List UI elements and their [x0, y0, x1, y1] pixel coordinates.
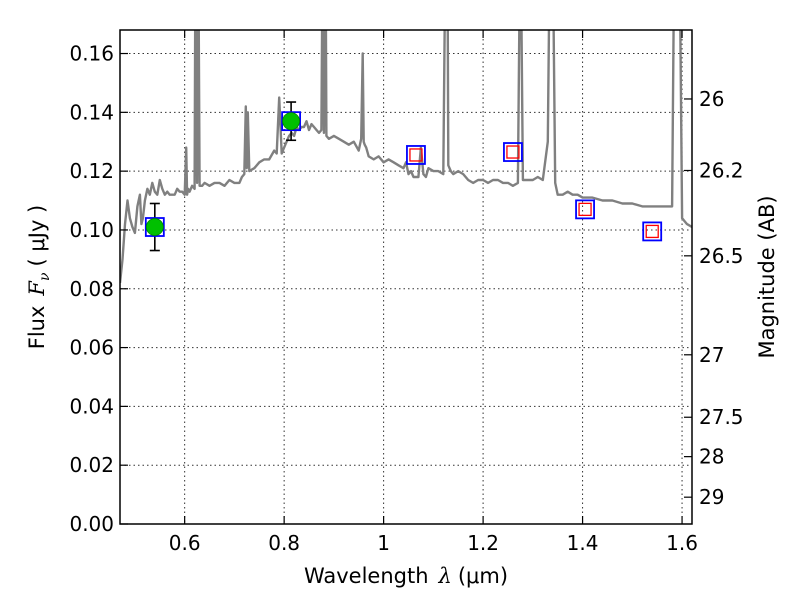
y-tick-label: 0.06: [69, 336, 114, 360]
predicted-box-marker: [409, 148, 423, 162]
plot-background: [120, 30, 692, 524]
y-tick-label: 0.08: [69, 277, 114, 301]
measured-flux-marker: [145, 218, 164, 236]
photometry-point-band-0.81um: [281, 101, 302, 142]
y2-tick-label: 27.5: [699, 405, 744, 429]
model-box-marker: [642, 221, 663, 242]
sed-model-line: [120, 30, 692, 284]
photometry-point-band-0.54um: [144, 202, 165, 252]
measured-flux-marker: [282, 112, 301, 131]
model-box-marker: [575, 199, 595, 220]
y2-tick-label: 27: [699, 343, 724, 367]
photometry-point-band-1.26um: [503, 142, 523, 162]
y2-tick-label: 29: [699, 485, 724, 509]
x-axis-label: Wavelength λ (μm): [304, 564, 508, 588]
y-tick-label: 0.14: [69, 100, 114, 124]
axis-tick-labels: 0.6 0.8 1 1.2 1.4 1.6 0.00 0.02 0.04 0.06 0.08 0.10…: [69, 42, 743, 555]
y2-axis-label: Magnitude (AB): [755, 195, 779, 358]
photometry-markers: [144, 101, 663, 252]
y2-tick-label: 26.2: [699, 158, 744, 182]
y-tick-label: 0.16: [69, 42, 114, 66]
photometry-point-band-1.54um: [642, 221, 663, 242]
x-tick-label: 0.8: [268, 531, 300, 555]
y-tick-label: 0.02: [69, 453, 114, 477]
model-box-marker: [406, 145, 426, 165]
y-axis-label: FluxFν( μJy ): [25, 205, 53, 349]
x-tick-label: 1.2: [467, 531, 499, 555]
y2-tick-label: 26: [699, 87, 724, 111]
x-tick-label: 1.4: [567, 531, 599, 555]
predicted-box-marker: [578, 202, 592, 217]
y-tick-label: 0.10: [69, 218, 114, 242]
axis-ticks: [120, 30, 692, 525]
photometry-point-band-1.41um: [575, 199, 595, 220]
x-tick-label: 1.6: [666, 531, 698, 555]
x-tick-label: 0.6: [169, 531, 201, 555]
photometry-point-band-1.06um: [406, 145, 426, 165]
y-tick-label: 0.04: [69, 394, 114, 418]
y-tick-label: 0.12: [69, 159, 114, 183]
plot-frame: [119, 29, 693, 525]
model-box-marker: [281, 111, 302, 132]
model-box-marker: [503, 142, 523, 162]
y-tick-label: 0.00: [69, 512, 114, 536]
y2-tick-label: 26.5: [699, 244, 744, 268]
predicted-box-marker: [506, 145, 520, 159]
y2-tick-label: 28: [699, 445, 724, 469]
x-tick-label: 1: [377, 531, 390, 555]
predicted-box-marker: [645, 224, 659, 239]
model-box-marker: [144, 217, 165, 237]
